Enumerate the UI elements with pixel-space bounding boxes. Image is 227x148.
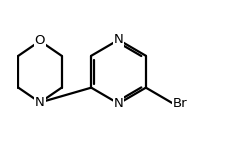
Text: O: O [35, 34, 45, 48]
Text: N: N [35, 96, 45, 109]
Text: N: N [113, 97, 123, 110]
Text: Br: Br [173, 97, 187, 110]
Text: N: N [113, 33, 123, 46]
